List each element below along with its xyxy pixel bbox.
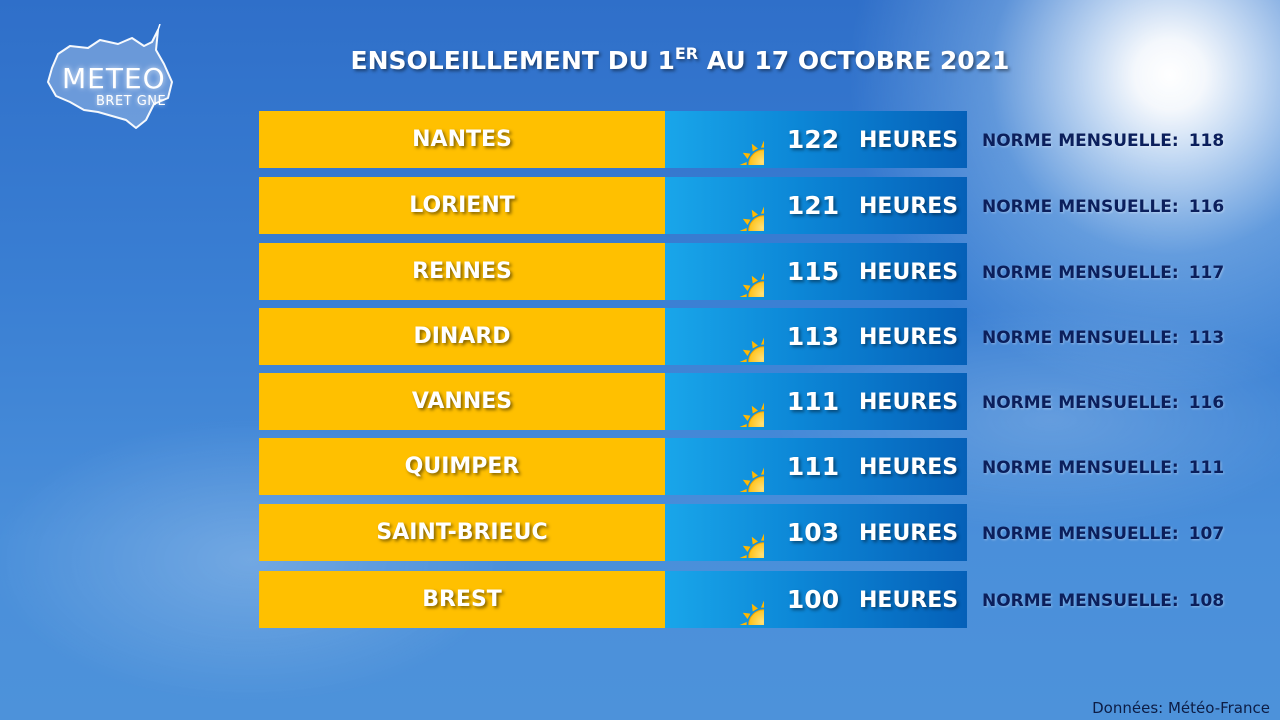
page-title-suffix: AU 17 OCTOBRE 2021	[698, 46, 1010, 75]
city-box: LORIENT	[259, 177, 665, 234]
sun-icon	[713, 180, 764, 231]
sun-icon	[713, 574, 764, 625]
norm-value: 108	[1188, 591, 1225, 611]
hours-unit: HEURES	[859, 588, 959, 613]
hours-value: 111	[786, 387, 840, 416]
city-row-quimper: QUIMPER 111 HEURES NORME MENSUELLE: 111	[259, 438, 1259, 495]
hours-value: 111	[786, 452, 840, 481]
city-box: DINARD	[259, 308, 665, 365]
norm-label: NORME MENSUELLE:	[982, 524, 1179, 544]
norm-value: 116	[1188, 197, 1225, 217]
hours-value: 115	[786, 257, 840, 286]
city-name: QUIMPER	[404, 454, 520, 479]
sun-icon	[713, 376, 764, 427]
sun-icon	[713, 246, 764, 297]
norm-value: 107	[1188, 524, 1225, 544]
norm-label: NORME MENSUELLE:	[982, 393, 1179, 413]
hours-value: 121	[786, 191, 840, 220]
city-box: QUIMPER	[259, 438, 665, 495]
norm-label: NORME MENSUELLE:	[982, 328, 1179, 348]
data-source: Données: Météo-France	[1092, 699, 1270, 717]
city-name: VANNES	[411, 389, 513, 414]
brittany-map-icon	[47, 24, 173, 129]
sun-icon	[713, 311, 764, 362]
hours-box: 100 HEURES	[665, 571, 967, 628]
norm-value: 118	[1188, 131, 1225, 151]
page-title: ENSOLEILLEMENT DU 1ER AU 17 OCTOBRE 2021	[0, 44, 1280, 75]
hours-unit: HEURES	[859, 390, 959, 415]
hours-value: 122	[786, 125, 840, 154]
monthly-norm: NORME MENSUELLE: 113	[982, 328, 1224, 348]
page-title-prefix: ENSOLEILLEMENT DU 1	[350, 46, 675, 75]
hours-unit: HEURES	[859, 194, 959, 219]
norm-label: NORME MENSUELLE:	[982, 591, 1179, 611]
hours-unit: HEURES	[859, 260, 959, 285]
hours-unit: HEURES	[859, 128, 959, 153]
norm-value: 111	[1188, 458, 1225, 478]
meteo-bretagne-logo: METEO BRET GNE	[40, 24, 190, 139]
hours-value: 100	[786, 585, 840, 614]
sun-icon	[713, 507, 764, 558]
hours-unit: HEURES	[859, 325, 959, 350]
norm-label: NORME MENSUELLE:	[982, 131, 1179, 151]
norm-value: 113	[1188, 328, 1225, 348]
hours-box: 115 HEURES	[665, 243, 967, 300]
hours-value: 113	[786, 322, 840, 351]
city-box: SAINT-BRIEUC	[259, 504, 665, 561]
city-name: LORIENT	[409, 193, 515, 218]
city-row-brest: BREST 100 HEURES NORME MENSUELLE: 108	[259, 571, 1259, 628]
hours-unit: HEURES	[859, 455, 959, 480]
city-row-nantes: NANTES 122 HEURES NORME MENSUELLE: 118	[259, 111, 1259, 168]
monthly-norm: NORME MENSUELLE: 107	[982, 524, 1224, 544]
hours-box: 121 HEURES	[665, 177, 967, 234]
city-name: SAINT-BRIEUC	[376, 520, 548, 545]
city-box: RENNES	[259, 243, 665, 300]
city-row-lorient: LORIENT 121 HEURES NORME MENSUELLE: 116	[259, 177, 1259, 234]
monthly-norm: NORME MENSUELLE: 111	[982, 458, 1224, 478]
monthly-norm: NORME MENSUELLE: 117	[982, 263, 1224, 283]
hours-box: 113 HEURES	[665, 308, 967, 365]
norm-label: NORME MENSUELLE:	[982, 263, 1179, 283]
norm-value: 117	[1188, 263, 1225, 283]
sun-icon	[713, 114, 764, 165]
monthly-norm: NORME MENSUELLE: 116	[982, 197, 1224, 217]
logo-subtitle: BRET GNE	[96, 94, 167, 109]
hours-value: 103	[786, 518, 840, 547]
city-row-dinard: DINARD 113 HEURES NORME MENSUELLE: 113	[259, 308, 1259, 365]
norm-label: NORME MENSUELLE:	[982, 197, 1179, 217]
city-box: BREST	[259, 571, 665, 628]
hours-unit: HEURES	[859, 521, 959, 546]
hours-box: 122 HEURES	[665, 111, 967, 168]
city-name: DINARD	[413, 324, 511, 349]
monthly-norm: NORME MENSUELLE: 118	[982, 131, 1224, 151]
city-box: NANTES	[259, 111, 665, 168]
city-box: VANNES	[259, 373, 665, 430]
city-name: RENNES	[412, 259, 512, 284]
city-row-vannes: VANNES 111 HEURES NORME MENSUELLE: 116	[259, 373, 1259, 430]
norm-label: NORME MENSUELLE:	[982, 458, 1179, 478]
monthly-norm: NORME MENSUELLE: 108	[982, 591, 1224, 611]
city-name: BREST	[422, 587, 502, 612]
monthly-norm: NORME MENSUELLE: 116	[982, 393, 1224, 413]
hours-box: 103 HEURES	[665, 504, 967, 561]
city-name: NANTES	[412, 127, 512, 152]
hours-box: 111 HEURES	[665, 438, 967, 495]
page-title-sup: ER	[674, 44, 699, 63]
city-row-saint-brieuc: SAINT-BRIEUC 103 HEURES NORME MENSUELLE:…	[259, 504, 1259, 561]
norm-value: 116	[1188, 393, 1225, 413]
city-row-rennes: RENNES 115 HEURES NORME MENSUELLE: 117	[259, 243, 1259, 300]
sun-icon	[713, 441, 764, 492]
logo-title: METEO	[62, 62, 166, 95]
hours-box: 111 HEURES	[665, 373, 967, 430]
